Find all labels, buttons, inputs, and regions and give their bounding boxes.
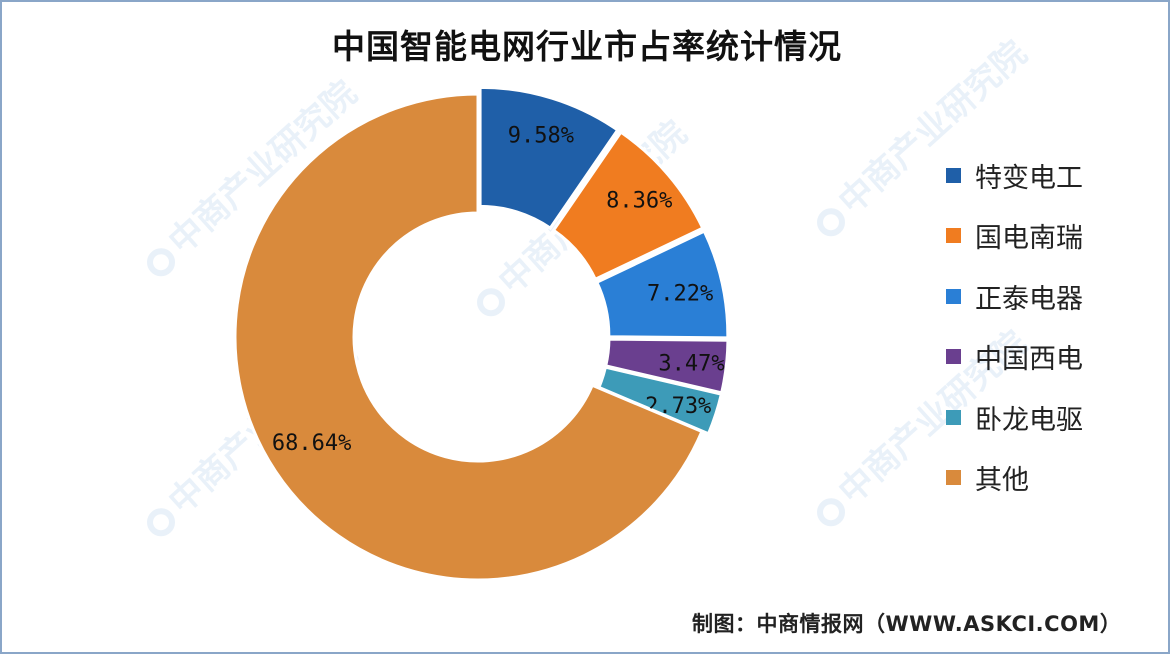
legend-item: 国电南瑞 bbox=[946, 206, 1156, 267]
legend-label: 其他 bbox=[975, 465, 1029, 497]
legend-item: 中国西电 bbox=[946, 327, 1156, 388]
legend-swatch bbox=[946, 228, 961, 244]
donut-slice bbox=[551, 130, 705, 282]
legend-label: 国电南瑞 bbox=[975, 223, 1083, 255]
slice-data-label: 8.36% bbox=[606, 188, 672, 213]
legend-swatch bbox=[946, 470, 961, 486]
donut-slice bbox=[233, 92, 704, 582]
legend-item: 卧龙电驱 bbox=[946, 387, 1156, 448]
legend-label: 中国西电 bbox=[975, 344, 1083, 376]
donut-slice bbox=[594, 229, 730, 340]
donut-slice bbox=[478, 85, 620, 231]
chart-title: 中国智能电网行业市占率统计情况 bbox=[332, 27, 842, 66]
legend-swatch bbox=[946, 409, 961, 425]
legend-swatch bbox=[946, 167, 961, 183]
legend-swatch bbox=[946, 349, 961, 365]
slice-data-label: 9.58% bbox=[508, 124, 574, 149]
legend-label: 正泰电器 bbox=[975, 283, 1083, 315]
legend-swatch bbox=[946, 288, 961, 304]
legend-item: 特变电工 bbox=[946, 145, 1156, 206]
slice-data-label: 7.22% bbox=[647, 281, 713, 306]
legend-label: 卧龙电驱 bbox=[975, 404, 1083, 436]
chart-legend: 特变电工国电南瑞正泰电器中国西电卧龙电驱其他 bbox=[946, 145, 1156, 508]
source-note: 制图：中商情报网（WWW.ASKCI.COM） bbox=[692, 612, 1122, 636]
slice-data-label: 3.47% bbox=[658, 352, 724, 377]
slice-data-label: 68.64% bbox=[272, 431, 351, 456]
legend-item: 正泰电器 bbox=[946, 266, 1156, 327]
legend-label: 特变电工 bbox=[975, 162, 1083, 194]
legend-item: 其他 bbox=[946, 448, 1156, 509]
